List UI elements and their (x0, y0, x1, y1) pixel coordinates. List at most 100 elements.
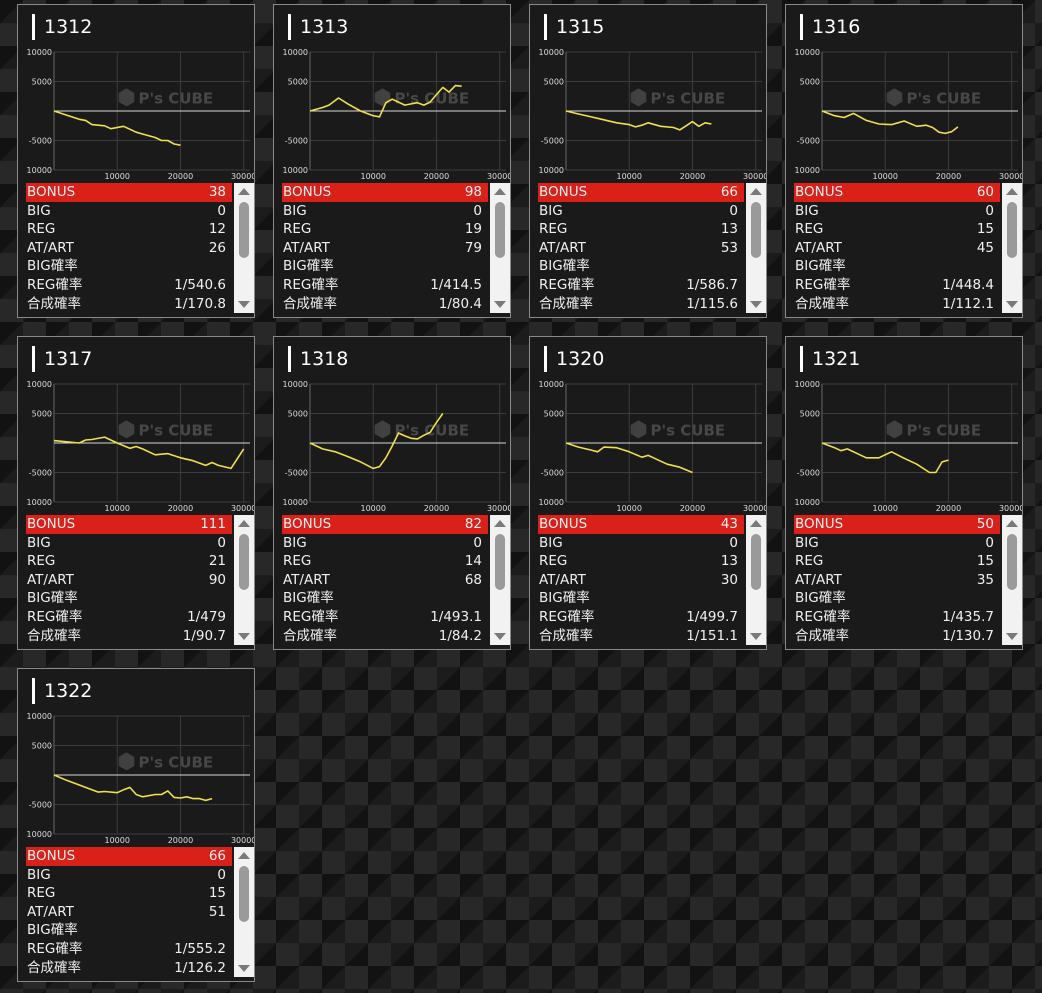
stats-list[interactable]: BONUS 98 BIG 0 REG 19 AT/ART 79 BIG確率 REG確率 1/414.… (282, 183, 510, 313)
stat-label: BIG確率 (795, 258, 846, 275)
stat-row-combined-rate: 合成確率 1/151.1 (538, 627, 744, 645)
scroll-down-arrow-icon[interactable] (238, 965, 250, 972)
chart-x-tick-label: 10000 (872, 504, 897, 513)
stat-row-bonus: BONUS 38 (26, 183, 232, 202)
scroll-thumb[interactable] (495, 534, 505, 590)
watermark-text: P's CUBE (651, 421, 726, 439)
scroll-up-arrow-icon[interactable] (238, 188, 250, 195)
machine-card[interactable]: 1318 P's CUBE 10000 5000 -5000 -10000 10000 200… (273, 336, 511, 650)
stat-label: BIG (283, 202, 307, 219)
machine-card[interactable]: 1313 P's CUBE 10000 5000 -5000 -10000 10000 200… (273, 4, 511, 318)
stat-row-big: BIG 0 (26, 202, 232, 221)
stat-row-bonus: BONUS 60 (794, 183, 1000, 202)
stat-row-at-art: AT/ART 90 (26, 571, 232, 590)
stats-scrollbar[interactable] (746, 183, 766, 313)
stat-label: AT/ART (283, 571, 330, 588)
stats-list[interactable]: BONUS 66 BIG 0 REG 15 AT/ART 51 BIG確率 REG確率 1/555.… (26, 847, 254, 977)
stat-label: 合成確率 (795, 295, 849, 312)
scroll-thumb[interactable] (239, 534, 249, 590)
scroll-up-arrow-icon[interactable] (1006, 520, 1018, 527)
machine-number: 1318 (288, 346, 348, 372)
scroll-down-arrow-icon[interactable] (494, 633, 506, 640)
watermark-text: P's CUBE (907, 421, 982, 439)
stat-label: REG (27, 221, 56, 238)
stats-scrollbar[interactable] (1002, 183, 1022, 313)
scroll-up-arrow-icon[interactable] (750, 188, 762, 195)
chart-x-tick-label: 20000 (680, 504, 705, 513)
scroll-up-arrow-icon[interactable] (494, 520, 506, 527)
chart-x-tick-label: 10000 (360, 172, 385, 181)
scroll-down-arrow-icon[interactable] (750, 633, 762, 640)
machine-card[interactable]: 1316 P's CUBE 10000 5000 -5000 -10000 10000 200… (785, 4, 1023, 318)
stat-label: REG確率 (539, 608, 595, 625)
scroll-up-arrow-icon[interactable] (238, 852, 250, 859)
scroll-down-arrow-icon[interactable] (1006, 301, 1018, 308)
stats-list[interactable]: BONUS 38 BIG 0 REG 12 AT/ART 26 BIG確率 REG確率 1/540.… (26, 183, 254, 313)
scroll-up-arrow-icon[interactable] (1006, 188, 1018, 195)
stat-value: 0 (729, 202, 738, 219)
stat-row-bonus: BONUS 82 (282, 515, 488, 534)
scroll-up-arrow-icon[interactable] (494, 188, 506, 195)
scroll-thumb[interactable] (751, 534, 761, 590)
stat-row-big-rate: BIG確率 (282, 589, 488, 608)
chart-y-tick-label: -5000 (29, 469, 52, 478)
scroll-up-arrow-icon[interactable] (238, 520, 250, 527)
scroll-thumb[interactable] (239, 202, 249, 258)
stats-list[interactable]: BONUS 66 BIG 0 REG 13 AT/ART 53 BIG確率 REG確率 1/586.… (538, 183, 766, 313)
scroll-down-arrow-icon[interactable] (1006, 633, 1018, 640)
stat-row-reg: REG 15 (794, 220, 1000, 239)
stat-value: 1/499.7 (686, 608, 738, 625)
stats-scrollbar[interactable] (234, 515, 254, 645)
stat-row-at-art: AT/ART 45 (794, 239, 1000, 258)
stats-scrollbar[interactable] (746, 515, 766, 645)
watermark-logo: P's CUBE (886, 420, 982, 439)
stat-value: 68 (464, 571, 482, 588)
stat-row-at-art: AT/ART 53 (538, 239, 744, 258)
stats-list[interactable]: BONUS 43 BIG 0 REG 13 AT/ART 30 BIG確率 REG確率 1/499.… (538, 515, 766, 645)
stats-list[interactable]: BONUS 60 BIG 0 REG 15 AT/ART 45 BIG確率 REG確率 1/448.… (794, 183, 1022, 313)
machine-card[interactable]: 1312 P's CUBE 10000 5000 -5000 -10000 10000 200… (17, 4, 255, 318)
machine-card[interactable]: 1315 P's CUBE 10000 5000 -5000 -10000 10000 200… (529, 4, 767, 318)
stats-scrollbar[interactable] (1002, 515, 1022, 645)
scroll-down-arrow-icon[interactable] (750, 301, 762, 308)
stat-label: REG (283, 221, 312, 238)
scroll-thumb[interactable] (495, 202, 505, 258)
scroll-down-arrow-icon[interactable] (238, 633, 250, 640)
cube-icon (118, 88, 135, 107)
machine-card[interactable]: 1317 P's CUBE 10000 5000 -5000 -10000 10000 200… (17, 336, 255, 650)
machine-card[interactable]: 1320 P's CUBE 10000 5000 -5000 -10000 10000 200… (529, 336, 767, 650)
chart-x-tick-label: 20000 (168, 836, 193, 845)
slump-chart: P's CUBE 10000 5000 -5000 -10000 10000 20000 30… (538, 45, 766, 183)
stats-scrollbar[interactable] (490, 515, 510, 645)
stat-label: REG確率 (795, 608, 851, 625)
stat-row-reg: REG 15 (26, 884, 232, 903)
scroll-up-arrow-icon[interactable] (750, 520, 762, 527)
stat-label: AT/ART (539, 571, 586, 588)
slump-chart: P's CUBE 10000 5000 -5000 -10000 10000 20000 30… (538, 377, 766, 515)
scroll-down-arrow-icon[interactable] (494, 301, 506, 308)
machine-card[interactable]: 1321 P's CUBE 10000 5000 -5000 -10000 10000 200… (785, 336, 1023, 650)
stat-value: 1/126.2 (174, 959, 226, 976)
stats-list[interactable]: BONUS 111 BIG 0 REG 21 AT/ART 90 BIG確率 REG確率 1/479… (26, 515, 254, 645)
chart-y-tick-label: -5000 (29, 137, 52, 146)
stats-scrollbar[interactable] (490, 183, 510, 313)
scroll-thumb[interactable] (1007, 534, 1017, 590)
scroll-thumb[interactable] (751, 202, 761, 258)
chart-x-tick-label: 20000 (936, 504, 961, 513)
chart-x-tick-label: 30000 (999, 504, 1022, 513)
stats-list[interactable]: BONUS 50 BIG 0 REG 15 AT/ART 35 BIG確率 REG確率 1/435.… (794, 515, 1022, 645)
cube-icon (118, 420, 135, 439)
stat-value: 50 (976, 516, 994, 532)
stat-row-reg-rate: REG確率 1/479 (26, 608, 232, 627)
chart-x-tick-label: 10000 (104, 836, 129, 845)
scroll-thumb[interactable] (1007, 202, 1017, 258)
stat-label: REG (795, 553, 824, 570)
stats-scrollbar[interactable] (234, 847, 254, 977)
scroll-thumb[interactable] (239, 866, 249, 922)
stats-list[interactable]: BONUS 82 BIG 0 REG 14 AT/ART 68 BIG確率 REG確率 1/493.… (282, 515, 510, 645)
stats-scrollbar[interactable] (234, 183, 254, 313)
machine-card[interactable]: 1322 P's CUBE 10000 5000 -5000 -10000 10000 200… (17, 668, 255, 982)
scroll-down-arrow-icon[interactable] (238, 301, 250, 308)
